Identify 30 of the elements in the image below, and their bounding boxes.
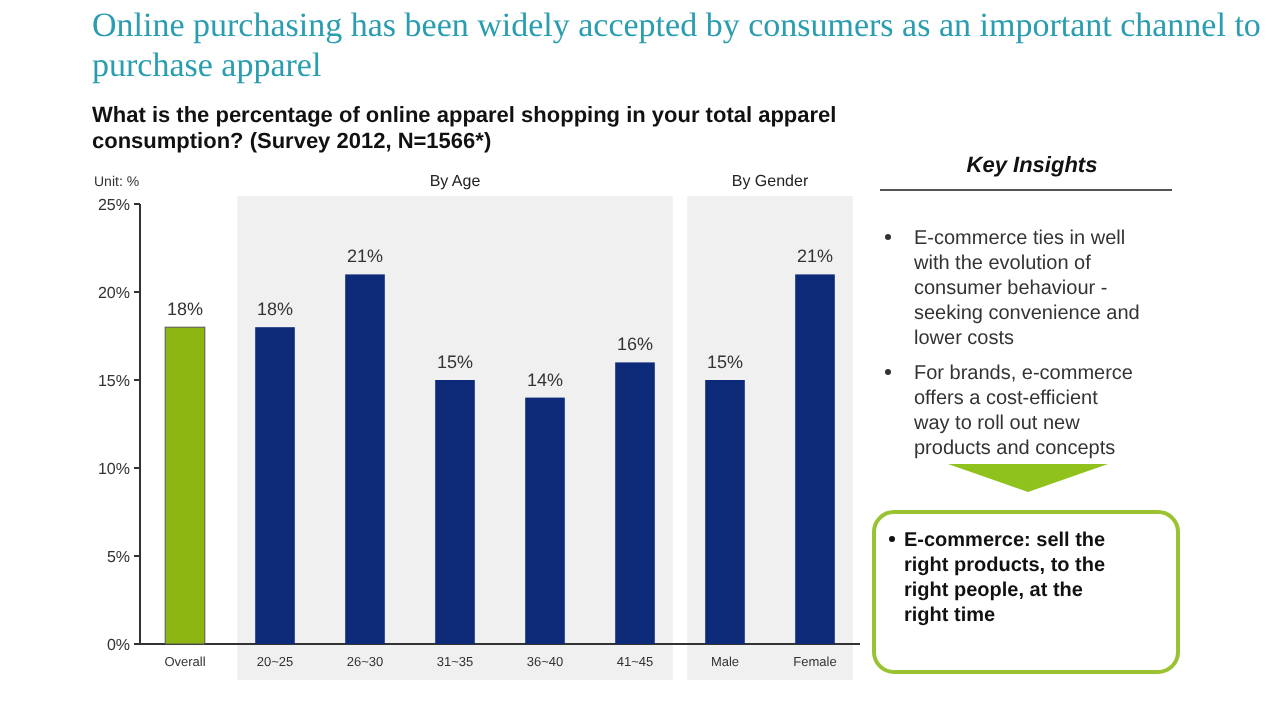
chart-subtitle: What is the percentage of online apparel shopping in your total apparel consumption? (Survey 2012, N=1566*) xyxy=(92,104,837,154)
chart-title: Online purchasing has been widely accepted by consumers as an important channel to purchase apparel xyxy=(92,6,1261,84)
band-label: By Age xyxy=(429,172,482,190)
data-label: 18% xyxy=(166,299,204,320)
bar xyxy=(255,327,295,644)
bar xyxy=(525,397,565,644)
bar xyxy=(164,326,206,645)
band-label: By Gender xyxy=(731,172,809,190)
data-label: 21% xyxy=(346,246,384,267)
bar xyxy=(345,274,385,644)
text: For brands, e-commerce offers a cost-efficient way to roll out new products and concepts xyxy=(912,363,1134,460)
text: Key Insights xyxy=(966,154,1098,178)
data-label: 14% xyxy=(526,369,564,390)
y-tick-label: 25% xyxy=(97,196,130,214)
y-tick-label: 5% xyxy=(106,548,130,566)
data-label: 16% xyxy=(616,334,654,355)
text: E-commerce: sell the right products, to the right people, at the right time xyxy=(904,530,1107,627)
text: E-commerce ties in well with the evolution of consumer behaviour - seeking convenience and lower costs xyxy=(912,228,1140,350)
y-tick-label: 0% xyxy=(106,636,130,654)
y-tick-label: 15% xyxy=(97,372,130,390)
data-label: 21% xyxy=(796,246,834,267)
bar xyxy=(435,380,475,644)
y-tick-label: 10% xyxy=(97,460,130,478)
y-tick-label: 20% xyxy=(97,284,130,302)
bar xyxy=(795,274,835,644)
data-label: 15% xyxy=(706,352,744,372)
data-label: 18% xyxy=(256,299,294,320)
bar xyxy=(705,380,745,644)
data-label: 15% xyxy=(436,352,474,372)
bar xyxy=(615,362,655,644)
